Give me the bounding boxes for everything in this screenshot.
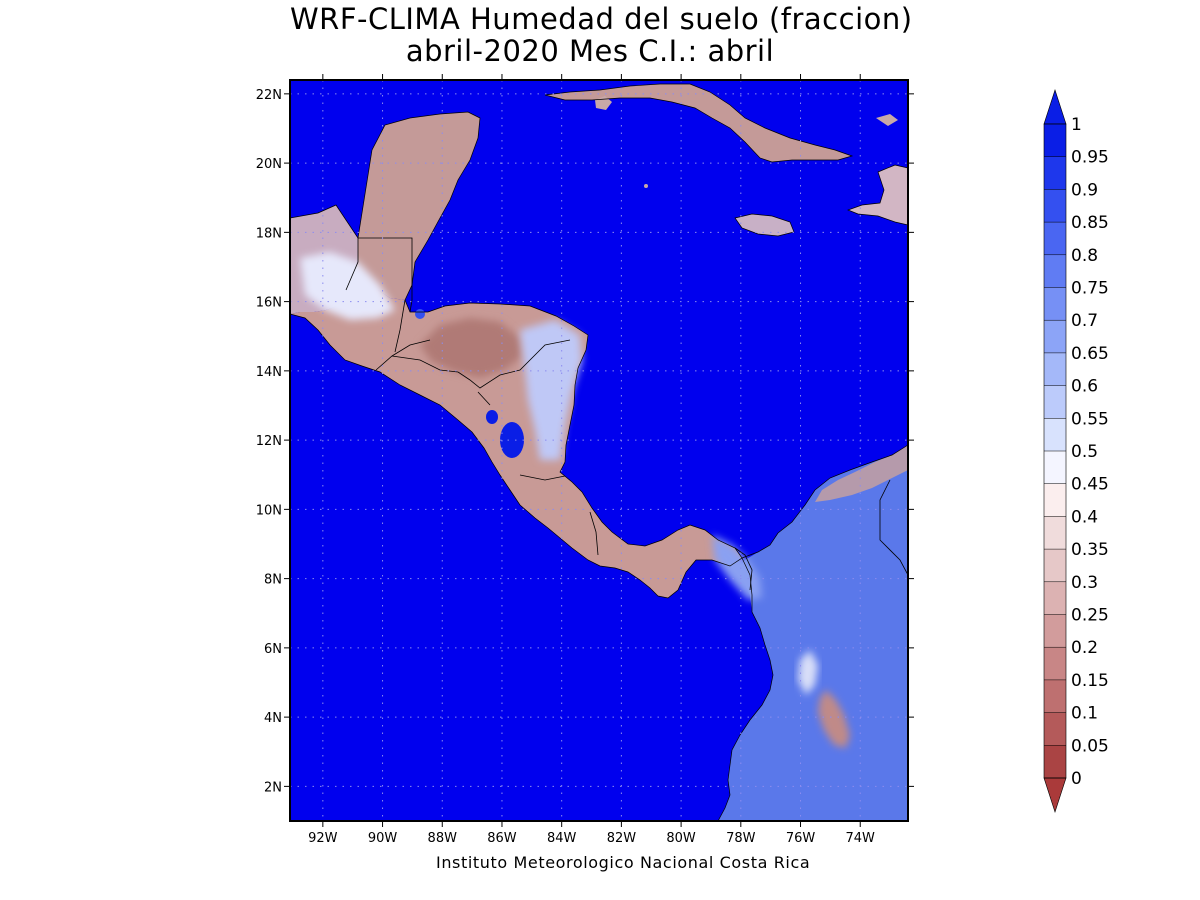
colorbar-segment bbox=[1044, 385, 1066, 419]
colorbar-label: 1 bbox=[1071, 115, 1082, 135]
colorbar-label: 0.45 bbox=[1071, 475, 1109, 495]
lat-tick-label: 20N bbox=[256, 157, 282, 172]
colorbar-segment bbox=[1044, 745, 1066, 779]
colorbar-label: 0.6 bbox=[1071, 377, 1098, 397]
land-colombia-andes-dry bbox=[818, 690, 850, 748]
land-cayman bbox=[644, 184, 648, 188]
colorbar-label: 0.55 bbox=[1071, 409, 1109, 429]
credit-text: Instituto Meteorologico Nacional Costa R… bbox=[436, 853, 811, 872]
land-colombia-caribbean-coast bbox=[815, 445, 908, 502]
lat-tick-label: 4N bbox=[264, 711, 282, 726]
lat-tick-label: 16N bbox=[256, 296, 282, 311]
lon-tick-label: 86W bbox=[487, 831, 517, 846]
lon-tick-label: 88W bbox=[428, 831, 458, 846]
colorbar-upper-arrow bbox=[1043, 89, 1067, 125]
colorbar-label: 0.65 bbox=[1071, 344, 1109, 364]
lat-tick-label: 6N bbox=[264, 642, 282, 657]
lat-tick-label: 8N bbox=[264, 573, 282, 588]
lake-izabal bbox=[415, 309, 425, 319]
colorbar-frame bbox=[1043, 123, 1067, 779]
lon-tick-label: 90W bbox=[368, 831, 398, 846]
land-bahamas bbox=[876, 114, 898, 126]
colorbar-segment bbox=[1044, 647, 1066, 681]
lon-tick-label: 78W bbox=[726, 831, 756, 846]
lat-tick-label: 10N bbox=[256, 503, 282, 518]
colorbar-label: 0.95 bbox=[1071, 148, 1109, 168]
land-jamaica bbox=[735, 214, 794, 236]
colorbar-segment bbox=[1044, 320, 1066, 354]
lat-tick-label: 18N bbox=[256, 226, 282, 241]
colorbar-label: 0.9 bbox=[1071, 180, 1098, 200]
colorbar-segment bbox=[1044, 189, 1066, 223]
lake-nicaragua bbox=[500, 422, 524, 458]
colorbar-label: 0.2 bbox=[1071, 638, 1098, 658]
colorbar-segment bbox=[1044, 156, 1066, 190]
colorbar-segment bbox=[1044, 352, 1066, 386]
colorbar-label: 0.35 bbox=[1071, 540, 1109, 560]
colorbar-segment bbox=[1044, 222, 1066, 256]
colorbar-segment bbox=[1044, 581, 1066, 615]
grid-lines bbox=[290, 80, 908, 821]
colorbar-label: 0.8 bbox=[1071, 246, 1098, 266]
land-yucatan bbox=[346, 112, 480, 300]
colorbar-segment bbox=[1044, 679, 1066, 713]
lon-tick-label: 92W bbox=[308, 831, 338, 846]
land-panama-wet bbox=[712, 535, 762, 600]
map-title-line-1: WRF-CLIMA Humedad del suelo (fraccion) bbox=[290, 2, 913, 36]
colorbar-segment bbox=[1044, 254, 1066, 288]
colorbar-label: 0.1 bbox=[1071, 704, 1098, 724]
land-cuba bbox=[545, 84, 852, 162]
colorbar-segment bbox=[1044, 287, 1066, 321]
land-colombia-light-band bbox=[798, 650, 818, 695]
coastlines bbox=[290, 83, 908, 821]
colorbar-label: 0 bbox=[1071, 769, 1082, 789]
lon-tick-label: 74W bbox=[846, 831, 876, 846]
colorbar-segment bbox=[1044, 614, 1066, 648]
colorbar-segment bbox=[1044, 516, 1066, 550]
lat-tick-label: 2N bbox=[264, 780, 282, 795]
map-plot-area bbox=[290, 80, 908, 821]
colorbar-segment bbox=[1044, 124, 1066, 158]
colorbar-segment bbox=[1044, 483, 1066, 517]
colorbar-label: 0.15 bbox=[1071, 671, 1109, 691]
land-honduras-dry bbox=[420, 318, 522, 378]
lat-tick-label: 14N bbox=[256, 365, 282, 380]
colorbar-segment bbox=[1044, 451, 1066, 485]
colorbar-label: 0.85 bbox=[1071, 213, 1109, 233]
colorbar-label: 0.75 bbox=[1071, 279, 1109, 299]
lake-managua bbox=[486, 410, 498, 424]
colorbar-label: 0.4 bbox=[1071, 507, 1098, 527]
lon-tick-label: 80W bbox=[666, 831, 696, 846]
map-title-line-2: abril-2020 Mes C.I.: abril bbox=[405, 34, 775, 68]
lat-tick-label: 22N bbox=[256, 88, 282, 103]
colorbar-label: 0.25 bbox=[1071, 606, 1109, 626]
land-hispaniola bbox=[848, 165, 908, 225]
lat-tick-label: 12N bbox=[256, 434, 282, 449]
colorbar-segment bbox=[1044, 418, 1066, 452]
lon-tick-label: 82W bbox=[607, 831, 637, 846]
colorbar-segment bbox=[1044, 712, 1066, 746]
colorbar-label: 0.5 bbox=[1071, 442, 1098, 462]
colorbar-lower-arrow bbox=[1043, 777, 1067, 813]
country-borders bbox=[345, 237, 908, 591]
colorbar-label: 0.3 bbox=[1071, 573, 1098, 593]
map-axes: 92W 90W 88W 86W 84W 82W 80W 78W 76W 74W 2N 4N 6N 8N 10… bbox=[256, 74, 914, 846]
colorbar-label: 0.7 bbox=[1071, 311, 1098, 331]
lon-tick-label: 84W bbox=[547, 831, 577, 846]
colorbar: 1 0.95 0.9 0.85 0.8 0.75 0.7 0.65 0.6 0.55 0.5 0.45… bbox=[1043, 89, 1109, 813]
lon-tick-label: 76W bbox=[786, 831, 816, 846]
colorbar-label: 0.05 bbox=[1071, 736, 1109, 756]
map-frame bbox=[289, 79, 909, 822]
colorbar-segment bbox=[1044, 549, 1066, 583]
